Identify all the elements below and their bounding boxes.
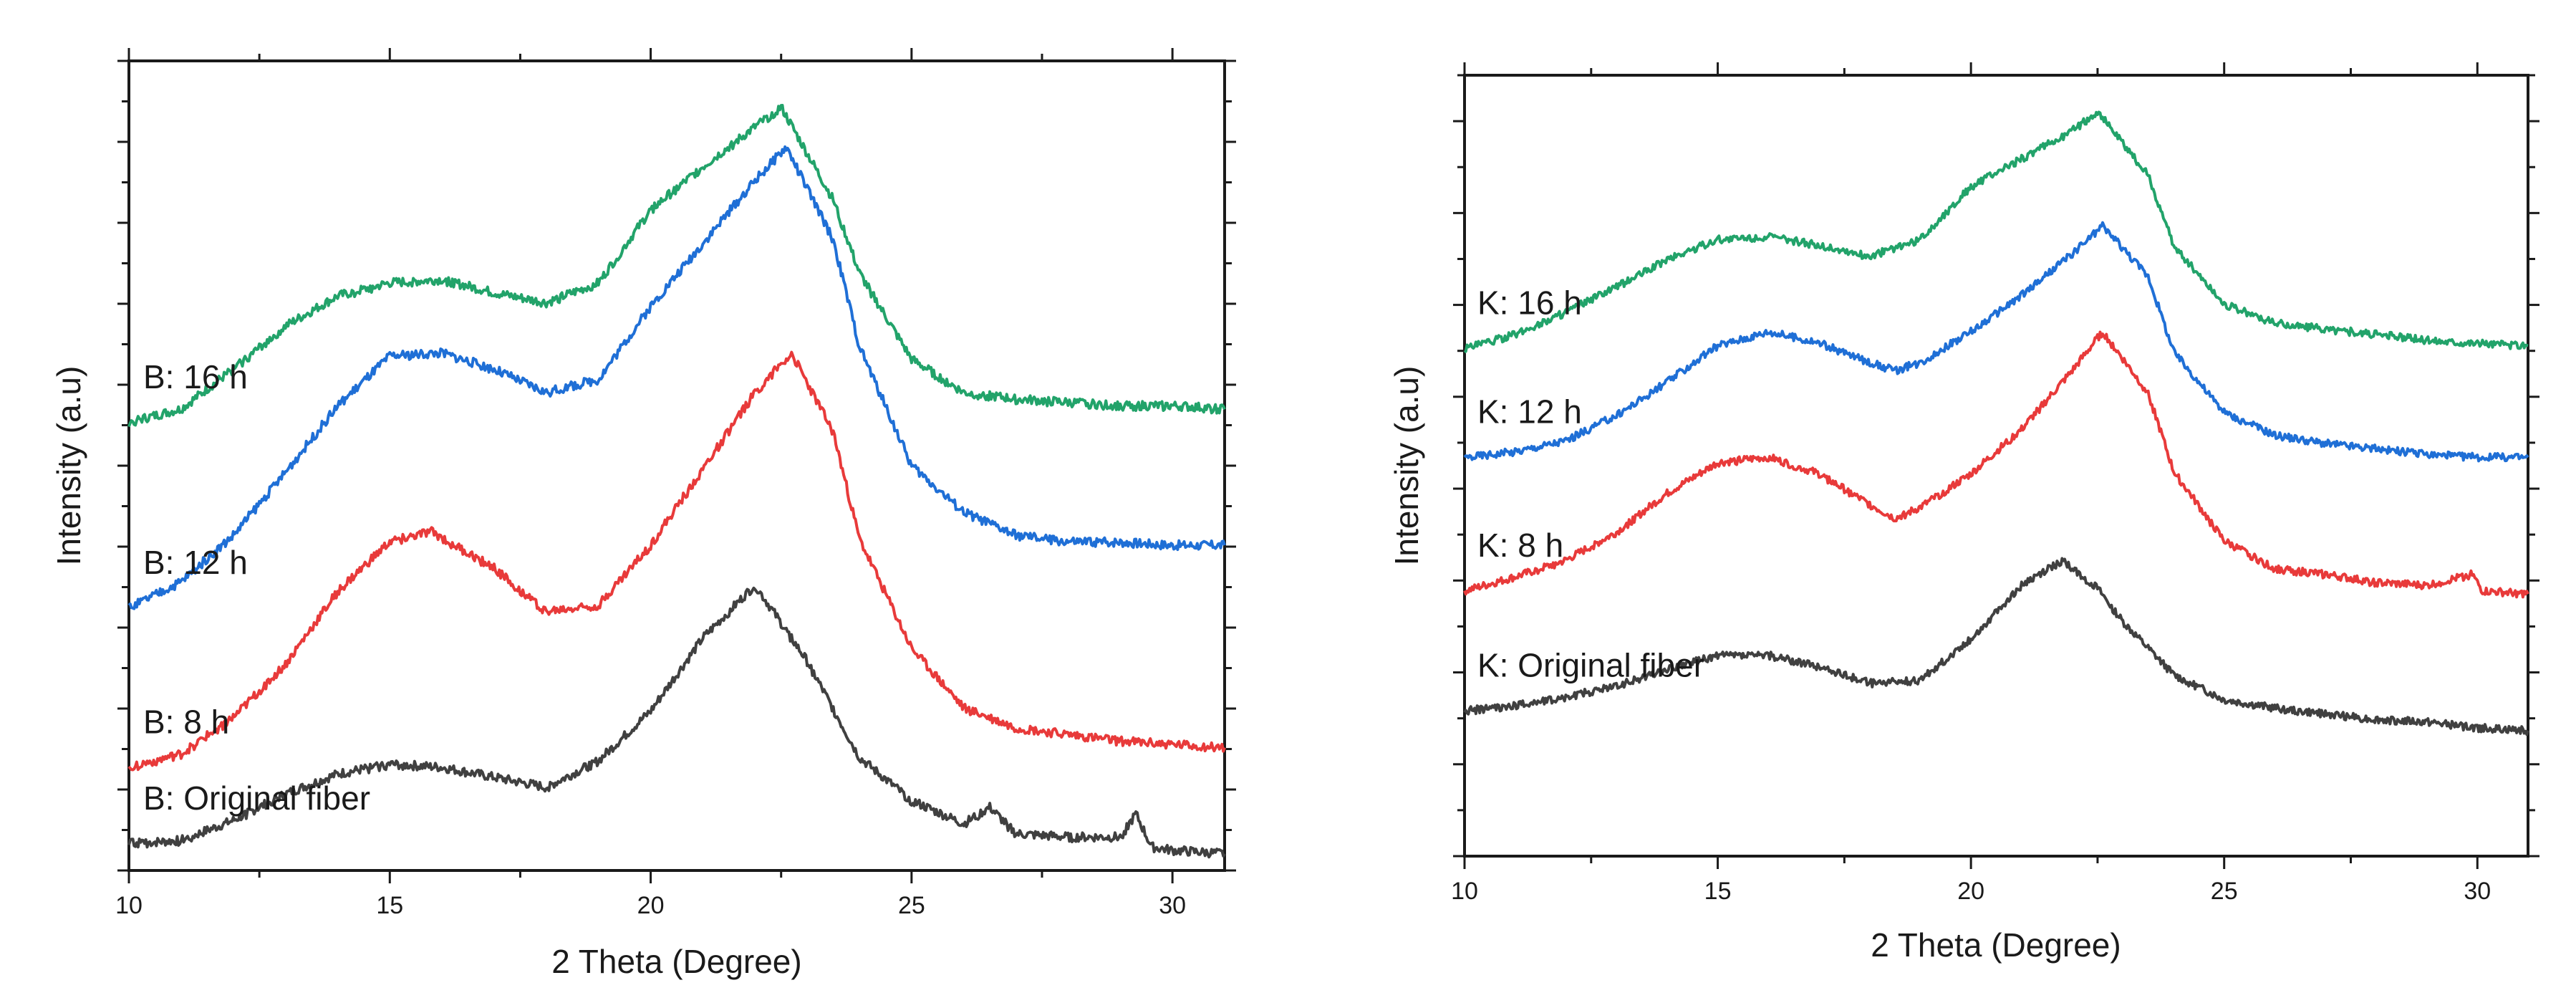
x-tick-labels: 10 15 20 25 30	[1451, 878, 2491, 905]
y-axis-title: Intensity (a.u)	[1388, 366, 1425, 566]
x-axis-title: 2 Theta (Degree)	[551, 943, 801, 980]
tick-marks	[1453, 62, 2539, 869]
series-label-b-12-h: B: 12 h	[143, 544, 248, 581]
x-tick-label: 20	[1957, 878, 1984, 905]
x-tick-label: 30	[2464, 878, 2491, 905]
x-tick-label: 20	[637, 892, 665, 919]
tick-marks	[117, 48, 1236, 883]
chart-b: B: Original fiber B: 8 h B: 12 h B: 16 h 10…	[50, 48, 1236, 980]
series-label-b-original-fiber: B: Original fiber	[143, 779, 370, 817]
series-label-k-8-h: K: 8 h	[1477, 527, 1563, 564]
series-line-k-12-h	[1463, 221, 2529, 463]
series-line-k-original-fiber	[1463, 557, 2529, 736]
series-label-b-8-h: B: 8 h	[143, 703, 229, 740]
series-label-k-16-h: K: 16 h	[1477, 284, 1582, 322]
series-line-k-8-h	[1463, 330, 2529, 599]
series-group	[1463, 110, 2529, 736]
series-line-b-original-fiber	[127, 586, 1226, 859]
y-axis-title: Intensity (a.u)	[50, 366, 87, 566]
series-line-k-16-h	[1463, 110, 2529, 354]
x-tick-label: 15	[376, 892, 403, 919]
x-tick-label: 25	[898, 892, 925, 919]
series-label-k-12-h: K: 12 h	[1477, 393, 1582, 430]
series-label-b-16-h: B: 16 h	[143, 358, 248, 395]
x-axis-title: 2 Theta (Degree)	[1871, 926, 2121, 964]
series-line-b-12-h	[127, 145, 1226, 610]
series-labels: B: Original fiber B: 8 h B: 12 h B: 16 h	[143, 358, 370, 817]
x-tick-label: 10	[1451, 878, 1478, 905]
series-line-b-8-h	[127, 350, 1226, 772]
x-tick-label: 15	[1704, 878, 1732, 905]
series-group	[127, 104, 1226, 859]
x-tick-label: 30	[1159, 892, 1186, 919]
plot-frame	[1463, 74, 2529, 858]
series-line-b-16-h	[127, 104, 1226, 428]
series-labels: K: Original fiber K: 8 h K: 12 h K: 16 h	[1477, 284, 1704, 684]
chart-k: K: Original fiber K: 8 h K: 12 h K: 16 h 10…	[1388, 62, 2539, 964]
x-tick-label: 25	[2211, 878, 2238, 905]
x-tick-label: 10	[115, 892, 143, 919]
series-label-k-original-fiber: K: Original fiber	[1477, 647, 1704, 684]
x-tick-labels: 10 15 20 25 30	[115, 892, 1186, 919]
